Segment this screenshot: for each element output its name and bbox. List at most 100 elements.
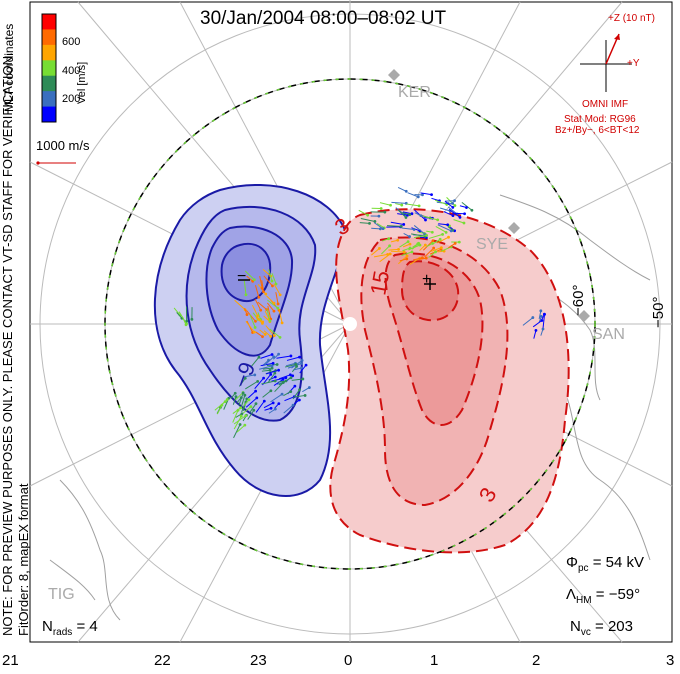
velocity-vector-origin <box>531 316 535 319</box>
velocity-vector <box>278 374 291 380</box>
velocity-vector <box>391 201 407 204</box>
velocity-vector-origin <box>280 321 284 325</box>
station-tig: TIG <box>48 586 75 603</box>
velocity-vector-origin <box>425 234 429 237</box>
velocity-vector <box>249 403 257 413</box>
velocity-vector-origin <box>240 412 244 416</box>
velocity-vector <box>373 253 388 258</box>
velocity-vector-origin <box>272 334 276 338</box>
colorbar-segment <box>42 14 56 30</box>
velocity-vector <box>275 292 279 305</box>
velocity-vector-origin <box>404 216 408 219</box>
velocity-vector <box>249 314 256 328</box>
velocity-vector-origin <box>268 368 272 372</box>
velocity-vector <box>381 245 390 255</box>
velocity-vector-origin <box>273 407 277 411</box>
velocity-vector-origin <box>233 391 237 395</box>
velocity-vector <box>395 207 405 216</box>
velocity-vector <box>397 209 407 218</box>
velocity-vector-origin <box>269 335 273 338</box>
plot-frame <box>29 1 673 643</box>
velocity-vector <box>452 212 465 215</box>
velocity-vector <box>266 309 271 321</box>
imf-source: OMNI IMF <box>582 99 629 110</box>
velocity-vector <box>268 269 273 282</box>
velocity-vector-origin <box>261 321 264 325</box>
velocity-vector-origin <box>262 290 265 294</box>
velocity-vector <box>235 392 244 401</box>
velocity-vector-origin <box>272 355 276 359</box>
velocity-vector-origin <box>405 254 409 258</box>
velocity-vector-origin <box>277 402 281 405</box>
velocity-vector-origin <box>293 384 297 388</box>
velocity-vector-origin <box>291 403 295 407</box>
velocity-vector-origin <box>379 207 383 210</box>
hm-boundary-green <box>104 78 596 570</box>
velocity-vector <box>542 314 546 328</box>
velocity-vector <box>257 301 268 311</box>
velocity-vector-origin <box>269 406 273 410</box>
velocity-vector <box>371 227 381 230</box>
velocity-vector <box>238 377 246 387</box>
velocity-vector-origin <box>275 363 279 366</box>
velocity-vector-origin <box>270 279 274 283</box>
velocity-vector <box>232 407 241 414</box>
velocity-vector <box>251 356 260 367</box>
velocity-vector-origin <box>241 391 245 395</box>
velocity-vector <box>266 295 275 304</box>
velocity-vector-origin <box>451 214 455 218</box>
velocity-vector <box>243 280 247 295</box>
velocity-vector <box>241 395 246 407</box>
velocity-vector <box>443 211 454 217</box>
imf-z-label: +Z (10 nT) <box>608 13 655 24</box>
velocity-vector-origin <box>378 227 382 231</box>
velocity-vector <box>388 248 399 251</box>
velocity-vector-origin <box>453 204 457 207</box>
velocity-vector-origin <box>438 237 442 241</box>
velocity-vector <box>278 377 292 386</box>
velocity-vector-origin <box>268 319 272 323</box>
velocity-vector-origin <box>377 214 381 218</box>
velocity-vector <box>438 223 448 226</box>
imf-model: Stat Mod: RG96 <box>564 114 636 125</box>
velocity-vector-origin <box>470 208 474 212</box>
imf-dial <box>580 33 632 92</box>
velocity-vector-origin <box>273 375 277 379</box>
velocity-vector-origin <box>542 312 546 316</box>
velocity-vector <box>242 406 252 415</box>
velocity-vector-origin <box>396 238 400 242</box>
velocity-vector-origin <box>257 355 261 359</box>
velocity-vector-origin <box>247 398 251 402</box>
velocity-vector <box>284 396 295 402</box>
velocity-vector <box>261 380 276 385</box>
velocity-vector-origin <box>185 322 188 326</box>
colorbar-tick-400: 400 <box>62 65 81 77</box>
velocity-vector-origin <box>406 240 410 244</box>
velocity-vector <box>236 424 246 433</box>
velocity-vector-origin <box>462 221 466 225</box>
velocity-vector-origin <box>300 359 304 362</box>
potential-max-label: + <box>422 271 432 288</box>
velocity-vector-origin <box>420 256 424 260</box>
velocity-vector-origin <box>289 354 293 358</box>
velocity-vector-origin <box>272 301 276 305</box>
velocity-vector <box>267 299 279 309</box>
mlt-23: 23 <box>250 652 267 669</box>
velocity-vector-origin <box>373 220 377 223</box>
mlt-2: 2 <box>532 652 541 669</box>
velocity-vector-origin <box>185 319 189 323</box>
velocity-vector <box>245 397 258 408</box>
velocity-vector <box>423 215 438 221</box>
velocity-vector-origin <box>291 374 295 378</box>
mlt-21: 21 <box>2 652 19 669</box>
velocity-vector-origin <box>383 210 387 214</box>
velocity-vector-origin <box>254 389 258 393</box>
velocity-vector <box>358 209 368 216</box>
velocity-vector <box>407 192 419 198</box>
velocity-vector <box>263 330 271 337</box>
velocity-vector-origin <box>271 401 275 405</box>
velocity-vector <box>444 200 454 208</box>
velocity-vector <box>255 317 263 324</box>
preview-notice: NOTE: FOR PREVIEW PURPOSES ONLY. PLEASE … <box>0 52 15 636</box>
velocity-vector <box>295 394 306 398</box>
